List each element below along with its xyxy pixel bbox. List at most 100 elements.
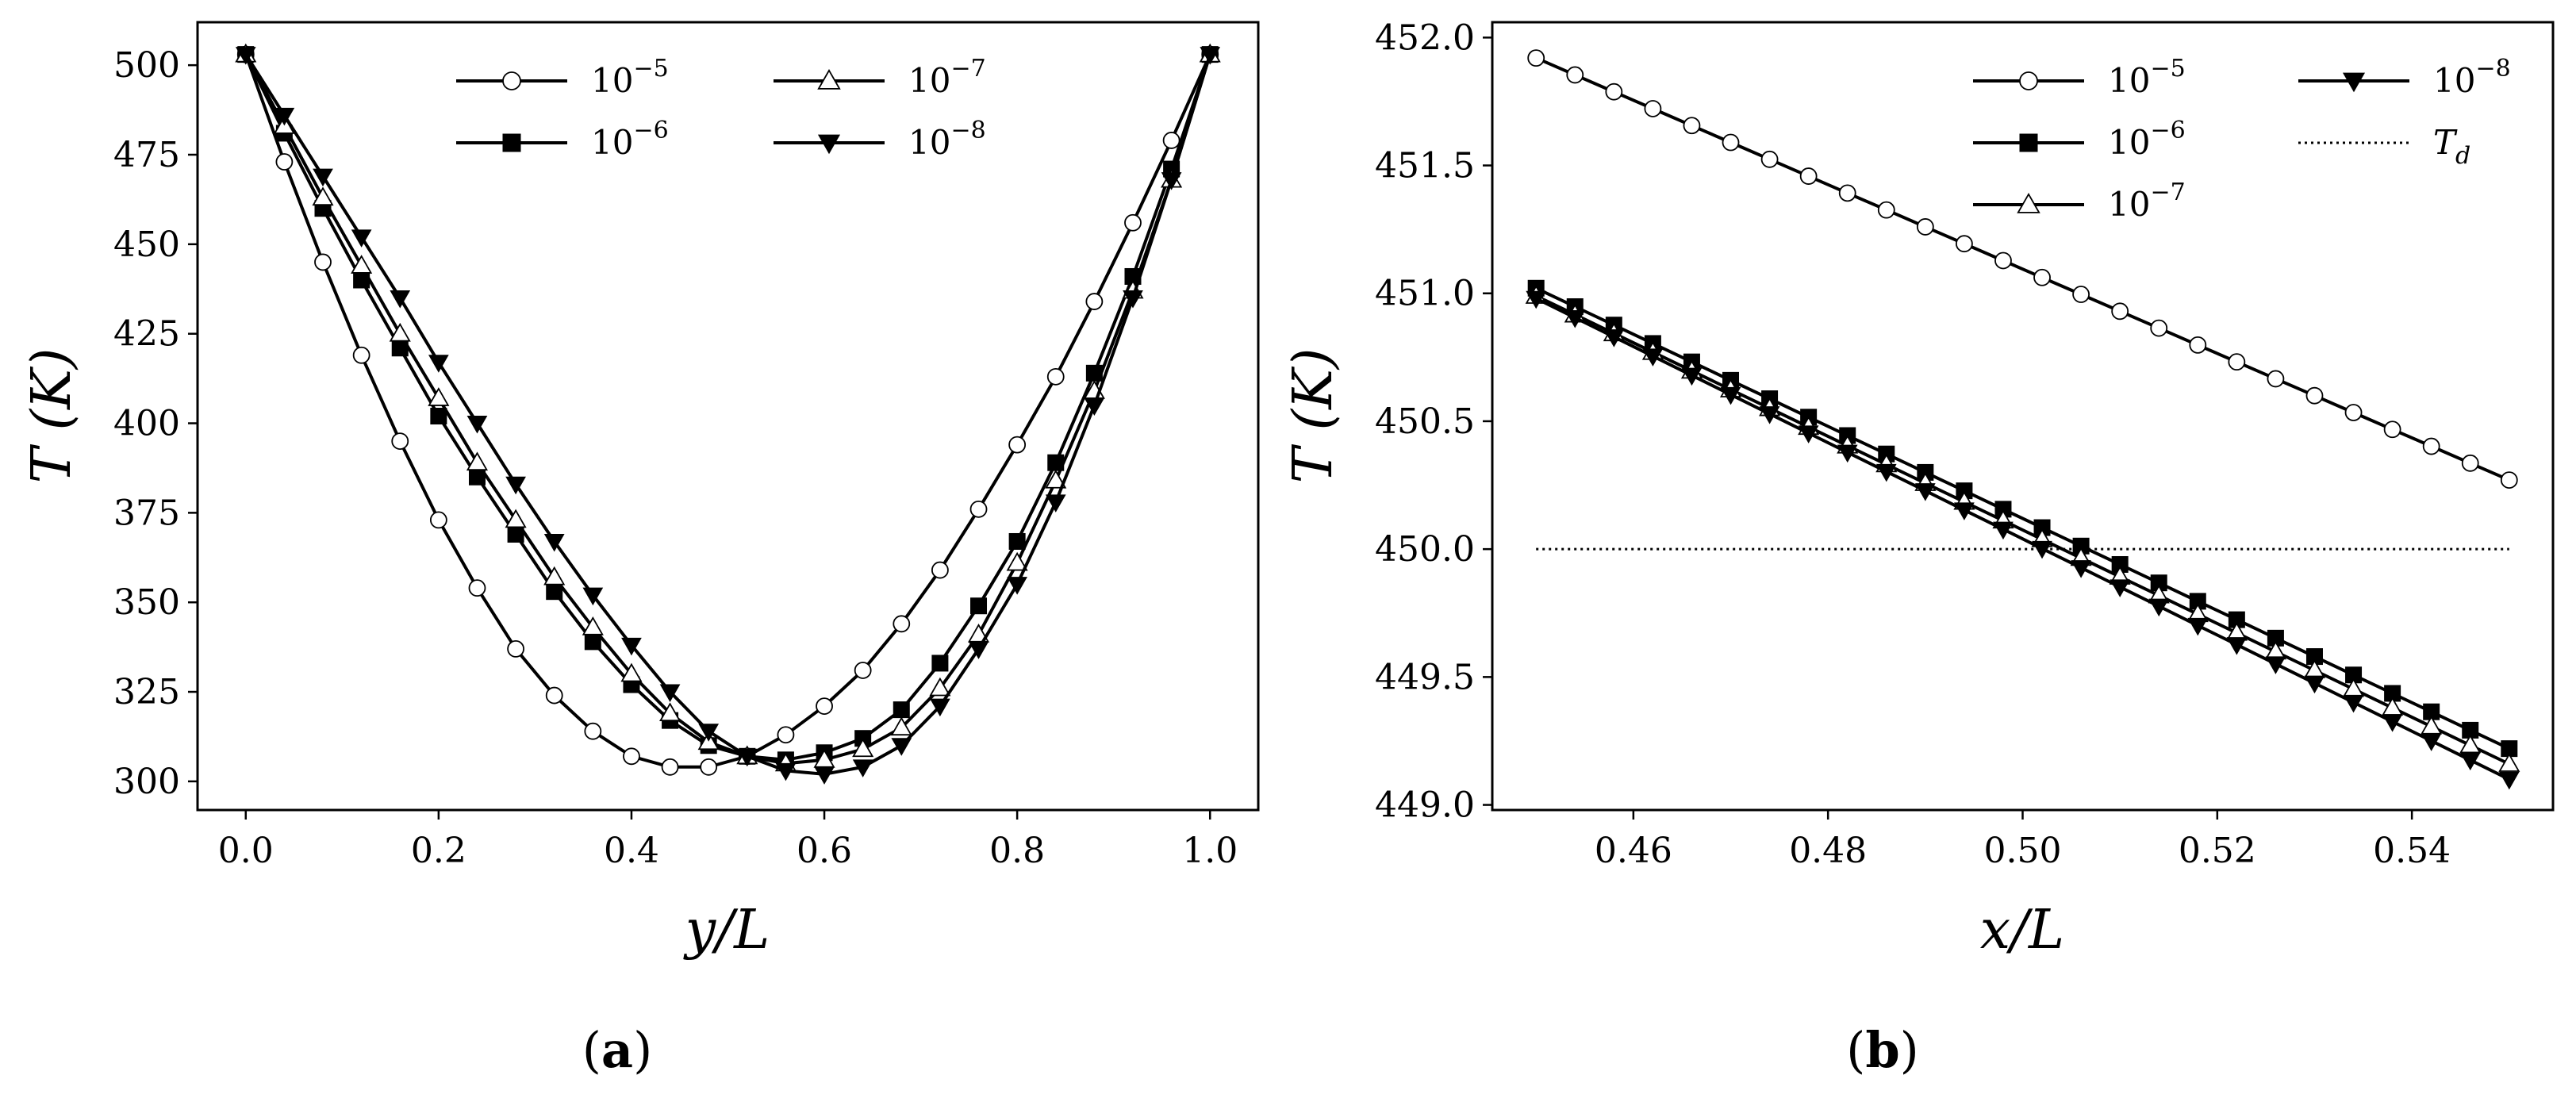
y-tick-label: 325	[113, 672, 180, 712]
data-point-1e-8	[814, 766, 835, 785]
panel-a-legend: 10−5 10−6 10−7 10−8	[456, 55, 986, 162]
y-tick-label: 300	[113, 762, 180, 802]
y-tick-label: 350	[113, 582, 180, 623]
legend-marker	[2019, 71, 2038, 90]
legend-label: 10−7	[2108, 179, 2186, 224]
data-point-1e-8	[1161, 172, 1182, 190]
data-point-1e-8	[1914, 483, 1936, 501]
legend-item: 10−7	[774, 55, 986, 100]
panel-b-xlabel: x/L	[1980, 899, 2064, 962]
series-line-1e-5	[244, 53, 1212, 769]
panel-b-ticks: 0.46 0.48 0.50 0.52 0.54 449.0 449.5 450.0 450.5…	[1375, 17, 2451, 871]
data-point-1e-5	[2189, 336, 2207, 354]
legend-marker	[2019, 133, 2038, 152]
data-point-1e-7	[929, 677, 951, 697]
data-point-1e-5	[2422, 437, 2440, 455]
series-line-1e-7	[244, 53, 1212, 766]
data-point-1e-8	[428, 355, 449, 373]
x-tick-label: 0.2	[411, 831, 466, 871]
legend-label: 10−6	[591, 117, 669, 162]
data-point-1e-8	[390, 290, 411, 309]
legend-label: 10−8	[908, 117, 986, 162]
data-point-1e-5	[507, 639, 524, 658]
data-point-1e-8	[852, 759, 873, 777]
data-point-1e-5	[1799, 167, 1818, 185]
legend-marker	[502, 133, 521, 152]
x-tick-label: 0.52	[2179, 831, 2256, 871]
data-point-1e-5	[1722, 133, 1740, 152]
data-point-1e-5	[854, 662, 872, 679]
legend-label: 10−5	[2108, 55, 2186, 100]
data-point-1e-7	[428, 387, 450, 406]
data-point-1e-8	[274, 107, 295, 126]
data-point-1e-8	[1798, 425, 1819, 443]
data-point-1e-8	[1993, 521, 2014, 540]
y-tick-label: 450	[113, 225, 180, 265]
x-tick-label: 0.50	[1984, 831, 2062, 871]
panel-a-axes-frame	[196, 21, 1260, 812]
data-point-1e-5	[1008, 436, 1027, 454]
data-point-1e-8	[543, 533, 565, 552]
y-tick-label: 475	[113, 135, 180, 175]
data-point-1e-8	[1084, 397, 1105, 416]
data-point-1e-5	[1085, 293, 1104, 310]
legend-item: 10−8	[774, 117, 986, 162]
data-point-1e-8	[2032, 540, 2052, 559]
data-point-1e-6	[970, 597, 988, 615]
data-point-1e-5	[352, 346, 370, 364]
data-point-1e-6	[893, 701, 910, 719]
legend-item: 10−5	[1973, 55, 2186, 100]
y-tick-label: 449.0	[1375, 785, 1475, 826]
legend-marker	[502, 71, 521, 90]
data-point-1e-5	[2267, 370, 2285, 388]
data-point-1e-7	[659, 702, 681, 722]
panel-a-data-marks	[235, 43, 1221, 785]
legend-label: Td	[2433, 123, 2470, 170]
data-point-1e-5	[893, 615, 911, 633]
data-point-1e-8	[582, 587, 604, 606]
legend-label: 10−5	[591, 55, 669, 100]
data-point-1e-8	[2187, 617, 2209, 636]
x-tick-label: 0.54	[2373, 831, 2451, 871]
x-tick-label: 0.4	[604, 831, 659, 871]
panel-b-ylabel: T (K)	[1282, 348, 1345, 484]
data-point-1e-8	[2382, 714, 2403, 732]
series-line-1e-7	[1535, 294, 2510, 766]
data-point-1e-5	[777, 726, 795, 744]
x-tick-label: 0.0	[218, 831, 274, 871]
data-point-1e-7	[852, 738, 874, 758]
data-point-1e-7	[890, 716, 912, 736]
panel-b-data-marks	[1525, 49, 2520, 790]
data-point-1e-5	[1527, 49, 1545, 67]
data-point-1e-5	[545, 686, 563, 704]
legend-item: 10−5	[456, 55, 669, 100]
x-tick-label: 0.48	[1789, 831, 1867, 871]
data-point-1e-6	[1008, 532, 1026, 550]
data-point-1e-5	[816, 697, 833, 716]
data-point-1e-8	[1123, 290, 1143, 309]
data-point-1e-8	[2148, 598, 2170, 617]
x-tick-label: 0.8	[989, 831, 1045, 871]
data-point-1e-8	[351, 229, 372, 248]
data-point-1e-5	[623, 747, 640, 766]
panel-a: 0.0 0.2 0.4 0.6 0.8 1.0 300 325 350 375 400 425 450 4…	[21, 21, 1260, 1079]
series-line-1e-5	[1535, 56, 2510, 482]
data-point-1e-8	[891, 738, 912, 756]
data-point-1e-8	[2304, 675, 2325, 694]
data-point-1e-8	[1526, 290, 1547, 309]
data-point-1e-7	[582, 616, 604, 635]
data-point-1e-8	[1720, 386, 1741, 405]
data-point-1e-8	[659, 684, 681, 703]
data-point-1e-5	[2072, 286, 2090, 303]
data-point-1e-5	[1956, 235, 1973, 253]
data-point-1e-5	[661, 758, 679, 776]
data-point-1e-8	[736, 748, 758, 767]
data-point-1e-5	[2033, 268, 2051, 286]
data-point-1e-5	[391, 432, 409, 450]
x-tick-label: 0.6	[797, 831, 852, 871]
data-point-1e-5	[2111, 302, 2129, 321]
y-tick-label: 449.5	[1375, 657, 1475, 697]
panel-b-caption: (b)	[1846, 1021, 1919, 1079]
data-point-1e-7	[389, 322, 411, 342]
